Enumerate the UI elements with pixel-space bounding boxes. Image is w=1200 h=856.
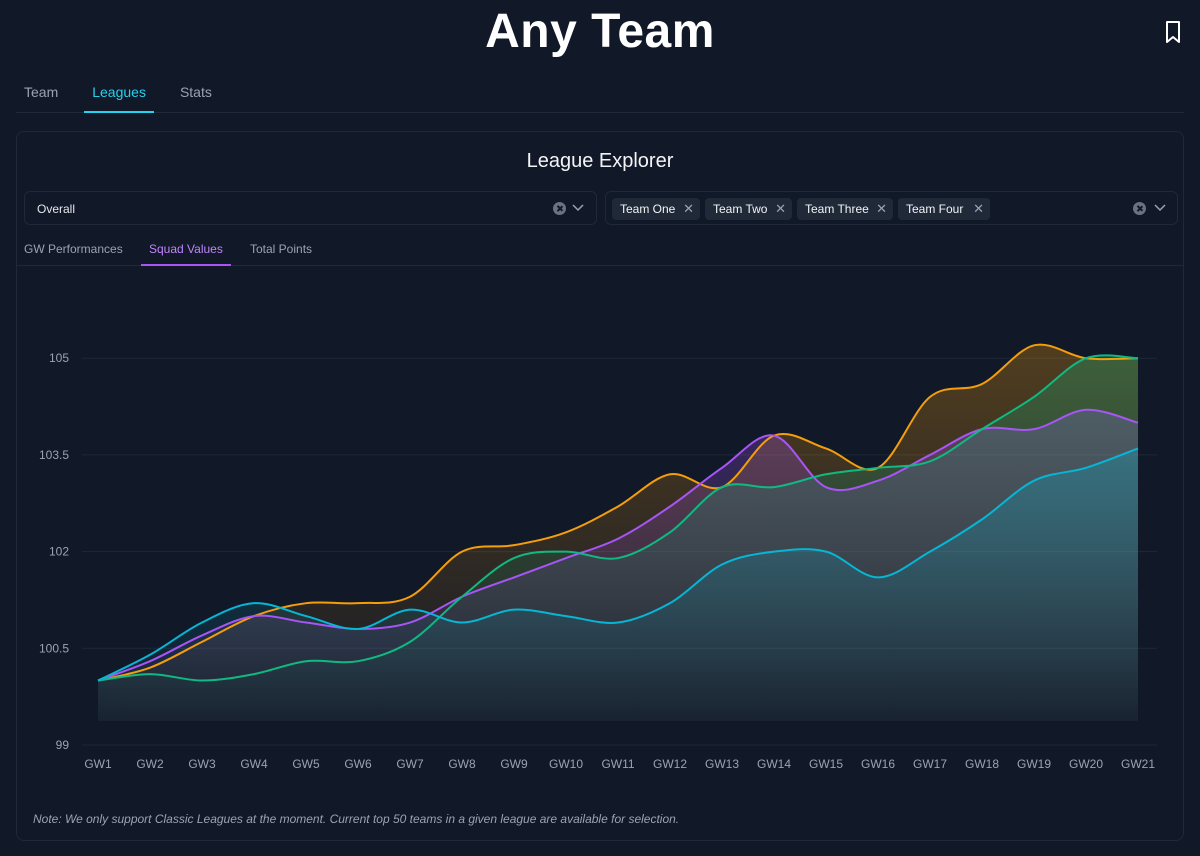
x-tick-label: GW13 [705,757,739,771]
footer-note: Note: We only support Classic Leagues at… [33,812,680,826]
series-line [97,354,1139,682]
team-select[interactable]: Team One ✕ Team Two ✕ Team Three ✕ Team … [605,191,1178,225]
team-chip: Team Four ✕ [898,198,990,220]
remove-chip-icon[interactable]: ✕ [973,201,984,216]
x-tick-label: GW11 [601,757,634,771]
tab-total-points[interactable]: Total Points [250,242,313,256]
team-chip: Team Three ✕ [797,198,893,220]
x-tick-label: GW19 [1017,757,1051,771]
tab-team[interactable]: Team [24,84,59,100]
series-area [98,448,1138,721]
team-chip-label: Team Three [805,202,869,216]
league-select-value: Overall [37,202,76,216]
x-tick-label: GW2 [136,757,164,771]
y-tick-label: 102 [49,545,69,559]
league-explorer-card: League Explorer Overall Team One ✕ Team … [16,131,1184,841]
squad-values-chart: 99 100.5 102 103.5 105 GW1 GW2 GW3 GW4 GW5 GW6 GW7 G… [39,343,1157,771]
y-tick-label: 100.5 [39,641,69,655]
x-tick-label: GW17 [913,757,947,771]
team-chip: Team Two ✕ [705,198,792,220]
tab-squad-values[interactable]: Squad Values [141,242,231,266]
x-tick-label: GW9 [500,757,528,771]
chart-tabs: GW Performances Squad Values Total Point… [17,235,1183,266]
x-tick-label: GW5 [292,757,320,771]
x-tick-label: GW21 [1121,757,1155,771]
chevron-down-icon[interactable] [571,200,585,214]
team-chip-label: Team One [620,202,676,216]
series-line [97,343,1139,682]
series-line [97,408,1139,682]
x-tick-label: GW10 [549,757,583,771]
x-tick-label: GW20 [1069,757,1103,771]
x-tick-label: GW3 [188,757,216,771]
x-tick-label: GW14 [757,757,791,771]
tab-gw-performances[interactable]: GW Performances [24,242,123,256]
tab-leagues[interactable]: Leagues [84,74,154,113]
x-tick-label: GW4 [240,757,268,771]
bookmark-icon[interactable] [1162,20,1184,44]
x-tick-label: GW16 [861,757,895,771]
app-title: Any Team [485,5,715,58]
team-chip-label: Team Two [713,202,768,216]
tab-stats[interactable]: Stats [179,84,212,100]
y-tick-label: 99 [56,738,70,752]
x-tick-label: GW8 [448,757,476,771]
y-tick-label: 105 [49,351,69,365]
x-tick-label: GW18 [965,757,999,771]
clear-league-icon[interactable] [553,202,566,215]
x-tick-label: GW7 [396,757,424,771]
x-tick-label: GW15 [809,757,843,771]
series-line [97,447,1139,682]
team-chip: Team One ✕ [612,198,700,220]
league-select[interactable]: Overall [24,191,597,225]
chevron-down-icon[interactable] [1153,200,1167,214]
team-chip-label: Team Four [906,202,964,216]
clear-teams-icon[interactable] [1133,202,1146,215]
x-tick-label: GW12 [653,757,687,771]
remove-chip-icon[interactable]: ✕ [683,201,694,216]
remove-chip-icon[interactable]: ✕ [876,201,887,216]
card-title: League Explorer [526,150,674,172]
remove-chip-icon[interactable]: ✕ [775,201,786,216]
x-tick-label: GW6 [344,757,372,771]
main-tabs: Team Leagues Stats [16,74,1184,113]
y-tick-label: 103.5 [39,448,69,462]
x-tick-label: GW1 [84,757,112,771]
